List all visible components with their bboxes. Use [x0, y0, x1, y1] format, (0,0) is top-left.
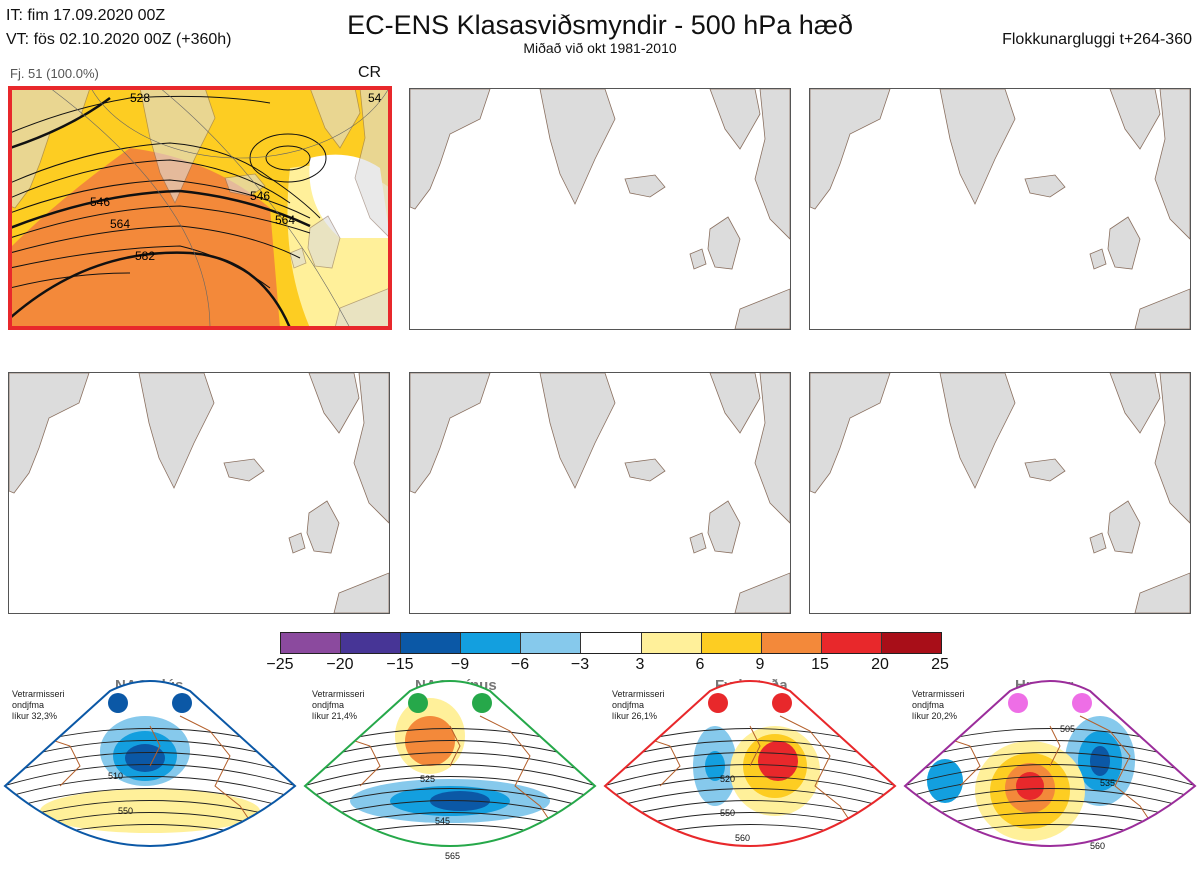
colorbar-tick-label: 3 — [635, 656, 645, 673]
regime-marker-dot — [108, 693, 128, 713]
colorbar-tick-label: −6 — [510, 656, 530, 673]
colorbar-tick-label: 9 — [755, 656, 765, 673]
regime-contour-label: 535 — [1100, 778, 1115, 788]
regime-contour-label: 520 — [720, 774, 735, 784]
colorbar-tick-label: −15 — [386, 656, 414, 673]
anomaly-blob — [1010, 849, 1040, 859]
regime-info-line: líkur 26,1% — [612, 711, 658, 721]
regime-info: Vetrarmisseri ondjfma líkur 21,4% — [312, 689, 365, 722]
regime-map: 520 550 560 — [603, 680, 897, 847]
page-subtitle: Miðað við okt 1981-2010 — [523, 40, 677, 56]
regime-marker-dot — [708, 693, 728, 713]
regime-map: 510 550 — [3, 680, 297, 847]
regime-info-line: Vetrarmisseri — [912, 689, 965, 699]
empty-map-panel — [409, 88, 791, 330]
regime-contour-label: 525 — [420, 774, 435, 784]
contour-label: 564 — [275, 213, 295, 227]
colorbar-swatch — [521, 633, 582, 653]
regime-info-line: ondjfma — [312, 700, 345, 710]
anomaly-blob — [758, 741, 798, 781]
regime-contour-label: 565 — [445, 851, 460, 861]
colorbar-tick-label: −25 — [266, 656, 294, 673]
regime-outline — [903, 680, 1197, 847]
regime-marker-dot — [1008, 693, 1028, 713]
valid-time: VT: fös 02.10.2020 00Z (+360h) — [6, 31, 232, 48]
regime-contour-label: 505 — [1060, 724, 1075, 734]
regime-info-line: Vetrarmisseri — [12, 689, 65, 699]
contour-label: 546 — [90, 195, 110, 209]
regime-info-line: ondjfma — [612, 700, 645, 710]
cluster-map: 528 546 564 582 546 564 54 — [12, 90, 388, 326]
colorbar-tick-label: −20 — [326, 656, 354, 673]
colorbar-swatch — [401, 633, 462, 653]
empty-map-panel — [8, 372, 390, 614]
empty-map-panel — [809, 372, 1191, 614]
colorbar-swatch — [881, 633, 942, 653]
contour-label: 546 — [250, 189, 270, 203]
anomaly-blob — [927, 759, 963, 803]
regime-info: Vetrarmisseri ondjfma líkur 20,2% — [912, 689, 965, 722]
cluster-regime-code: CR — [358, 64, 382, 81]
regime-marker-dot — [172, 693, 192, 713]
base-map — [410, 373, 790, 613]
colorbar-tick-label: 20 — [871, 656, 889, 673]
empty-map-panel — [409, 372, 791, 614]
anomaly-blob — [40, 789, 260, 833]
base-map — [9, 373, 389, 613]
regime-info-line: Vetrarmisseri — [612, 689, 665, 699]
init-time: IT: fim 17.09.2020 00Z — [6, 7, 166, 24]
base-map — [810, 89, 1190, 329]
colorbar-swatch — [641, 633, 702, 653]
regime-info-line: líkur 20,2% — [912, 711, 958, 721]
regime-contour-label: 550 — [118, 806, 133, 816]
colorbar — [280, 632, 942, 654]
regime-marker-dot — [408, 693, 428, 713]
regime-contour-label: 560 — [735, 833, 750, 843]
regime-info-line: líkur 32,3% — [12, 711, 58, 721]
colorbar-swatch — [281, 633, 342, 653]
colorbar-tick-label: 25 — [931, 656, 949, 673]
regime-info-line: líkur 21,4% — [312, 711, 358, 721]
regime-map: 505 535 560 — [903, 680, 1197, 859]
anomaly-blob — [1090, 746, 1110, 776]
contour-label: 54 — [368, 91, 382, 105]
regime-info: Vetrarmisseri ondjfma líkur 26,1% — [612, 689, 665, 722]
regime-contour-label: 550 — [720, 808, 735, 818]
colorbar-swatch — [701, 633, 762, 653]
regime-map: 525 545 565 — [303, 680, 597, 861]
colorbar-swatch — [581, 633, 642, 653]
colorbar-tick-label: 15 — [811, 656, 829, 673]
anomaly-blob — [1016, 772, 1044, 800]
regime-outline — [3, 680, 297, 847]
regime-info-line: Vetrarmisseri — [312, 689, 365, 699]
contour-label: 528 — [130, 91, 150, 105]
regime-contour-label: 510 — [108, 771, 123, 781]
regime-marker-dot — [1072, 693, 1092, 713]
regime-info-line: ondjfma — [912, 700, 945, 710]
regime-marker-dot — [772, 693, 792, 713]
colorbar-tick-label: 6 — [695, 656, 705, 673]
cluster-map-panel: 528 546 564 582 546 564 54 — [8, 86, 392, 330]
colorbar-swatch — [821, 633, 882, 653]
colorbar-tick-label: −3 — [570, 656, 590, 673]
regime-info-line: ondjfma — [12, 700, 45, 710]
regime-contour-label: 545 — [435, 816, 450, 826]
empty-map-panel — [809, 88, 1191, 330]
colorbar-swatch — [341, 633, 402, 653]
colorbar-swatch — [761, 633, 822, 653]
cluster-members-label: Fj. 51 (100.0%) — [10, 66, 99, 81]
contour-label: 582 — [135, 249, 155, 263]
contour-label: 564 — [110, 217, 130, 231]
colorbar-tick-label: −9 — [450, 656, 470, 673]
regime-info: Vetrarmisseri ondjfma líkur 32,3% — [12, 689, 65, 722]
regime-contour-label: 560 — [1090, 841, 1105, 851]
classification-window: Flokkunargluggi t+264-360 — [1002, 31, 1192, 48]
base-map — [810, 373, 1190, 613]
regime-marker-dot — [472, 693, 492, 713]
colorbar-swatch — [461, 633, 522, 653]
regime-outline — [303, 680, 597, 847]
base-map — [410, 89, 790, 329]
page-title: EC-ENS Klasasviðsmyndir - 500 hPa hæð — [347, 10, 853, 40]
regime-outline — [603, 680, 897, 847]
